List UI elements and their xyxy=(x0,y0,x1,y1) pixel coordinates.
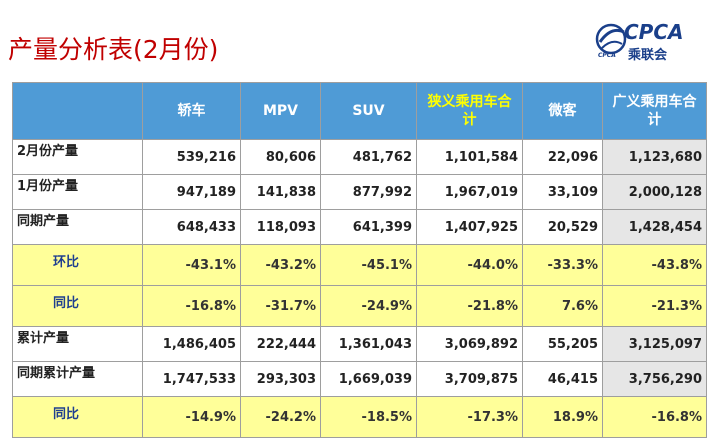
table-cell: 1,486,405 xyxy=(142,326,241,362)
table-cell: 947,189 xyxy=(142,174,241,210)
table-cell: 141,838 xyxy=(240,174,321,210)
table-cell: 22,096 xyxy=(522,139,603,175)
column-header-narrow-total: 狭义乘用车合计 xyxy=(416,82,523,140)
table-cell: 3,756,290 xyxy=(602,361,707,397)
table-cell: 2,000,128 xyxy=(602,174,707,210)
table-cell: -43.2% xyxy=(240,244,321,286)
page-title: 产量分析表(2月份) xyxy=(8,35,219,64)
table-cell: 222,444 xyxy=(240,326,321,362)
column-header-sedan: 轿车 xyxy=(142,82,241,140)
table-cell: 7.6% xyxy=(522,285,603,327)
table-cell: 3,709,875 xyxy=(416,361,523,397)
row-label: 累计产量 xyxy=(12,326,143,362)
header-corner xyxy=(12,82,143,140)
table-cell: 539,216 xyxy=(142,139,241,175)
table-cell: 1,407,925 xyxy=(416,209,523,245)
table-cell: -24.9% xyxy=(320,285,417,327)
table-cell: 641,399 xyxy=(320,209,417,245)
table-cell: 1,967,019 xyxy=(416,174,523,210)
table-cell: 1,428,454 xyxy=(602,209,707,245)
row-label: 同期累计产量 xyxy=(12,361,143,397)
logo-small-text: CPCA xyxy=(598,52,616,59)
table-cell: -16.8% xyxy=(142,285,241,327)
table-cell: -18.5% xyxy=(320,396,417,438)
row-label: 同期产量 xyxy=(12,209,143,245)
row-label: 同比 xyxy=(12,285,143,327)
table-cell: 1,747,533 xyxy=(142,361,241,397)
table-row: 环比 -43.1% -43.2% -45.1% -44.0% -33.3% -43.8% xyxy=(12,244,707,286)
table-cell: 33,109 xyxy=(522,174,603,210)
table-cell: 293,303 xyxy=(240,361,321,397)
row-label: 同比 xyxy=(12,396,143,438)
table-cell: -45.1% xyxy=(320,244,417,286)
table-cell: -43.1% xyxy=(142,244,241,286)
table-cell: -17.3% xyxy=(416,396,523,438)
table-cell: 1,101,584 xyxy=(416,139,523,175)
table-cell: 1,669,039 xyxy=(320,361,417,397)
table-cell: -21.8% xyxy=(416,285,523,327)
table-header-row: 轿车 MPV SUV 狭义乘用车合计 微客 广义乘用车合计 xyxy=(12,82,707,140)
table-cell: 80,606 xyxy=(240,139,321,175)
column-header-suv: SUV xyxy=(320,82,417,140)
table-cell: 877,992 xyxy=(320,174,417,210)
table-cell: -44.0% xyxy=(416,244,523,286)
row-label: 环比 xyxy=(12,244,143,286)
table-cell: -31.7% xyxy=(240,285,321,327)
logo-wordmark: CPCA xyxy=(624,20,684,44)
table-row: 同比 -16.8% -31.7% -24.9% -21.8% 7.6% -21.3% xyxy=(12,285,707,327)
table-row: 同比 -14.9% -24.2% -18.5% -17.3% 18.9% -16.8% xyxy=(12,396,707,438)
table-cell: 118,093 xyxy=(240,209,321,245)
production-table: 轿车 MPV SUV 狭义乘用车合计 微客 广义乘用车合计 2月份产量 539,2… xyxy=(12,82,707,438)
table-cell: 1,123,680 xyxy=(602,139,707,175)
cpca-logo: CPCA 乘联会 CPCA xyxy=(590,18,700,63)
table-cell: 18.9% xyxy=(522,396,603,438)
table-cell: 481,762 xyxy=(320,139,417,175)
table-cell: -33.3% xyxy=(522,244,603,286)
table-row: 累计产量 1,486,405 222,444 1,361,043 3,069,892 55… xyxy=(12,326,707,362)
table-cell: -43.8% xyxy=(602,244,707,286)
cpca-logo-icon xyxy=(595,23,627,55)
table-cell: -14.9% xyxy=(142,396,241,438)
table-cell: 46,415 xyxy=(522,361,603,397)
table-row: 2月份产量 539,216 80,606 481,762 1,101,584 22,096… xyxy=(12,139,707,175)
table-cell: 1,361,043 xyxy=(320,326,417,362)
table-row: 同期累计产量 1,747,533 293,303 1,669,039 3,709,875… xyxy=(12,361,707,397)
table-cell: -21.3% xyxy=(602,285,707,327)
logo-chinese-name: 乘联会 xyxy=(628,48,668,63)
table-cell: 3,125,097 xyxy=(602,326,707,362)
table-cell: 648,433 xyxy=(142,209,241,245)
table-cell: -16.8% xyxy=(602,396,707,438)
row-label: 1月份产量 xyxy=(12,174,143,210)
table-row: 同期产量 648,433 118,093 641,399 1,407,925 20,529… xyxy=(12,209,707,245)
table-cell: 55,205 xyxy=(522,326,603,362)
table-cell: -24.2% xyxy=(240,396,321,438)
table-cell: 3,069,892 xyxy=(416,326,523,362)
column-header-minibus: 微客 xyxy=(522,82,603,140)
table-row: 1月份产量 947,189 141,838 877,992 1,967,019 33,10… xyxy=(12,174,707,210)
table-cell: 20,529 xyxy=(522,209,603,245)
column-header-mpv: MPV xyxy=(240,82,321,140)
column-header-broad-total: 广义乘用车合计 xyxy=(602,82,707,140)
row-label: 2月份产量 xyxy=(12,139,143,175)
